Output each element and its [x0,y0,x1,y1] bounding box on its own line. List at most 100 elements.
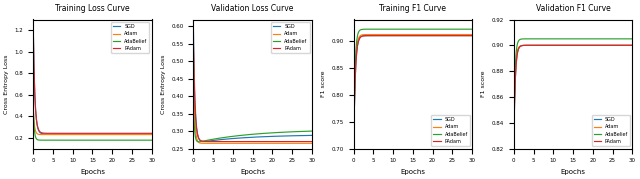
PAdam [91,132,99,134]
Adam [298,142,305,144]
Adam [420,33,428,36]
AdaBelief [611,38,618,40]
AdaBelief [349,156,357,158]
SGD [420,35,428,37]
Legend: SGD, Adam, AdaBelief, PAdam: SGD, Adam, AdaBelief, PAdam [111,22,149,53]
PAdam [407,35,415,37]
PAdam [628,44,636,46]
Title: Validation F1 Curve: Validation F1 Curve [536,4,611,13]
SGD [91,133,99,135]
AdaBelief [510,108,518,110]
PAdam [148,132,156,134]
PAdam [420,35,428,37]
Adam [29,105,37,107]
Line: PAdam: PAdam [353,36,472,157]
Adam [556,44,564,46]
PAdam [260,141,268,143]
Line: AdaBelief: AdaBelief [193,96,312,142]
SGD [583,44,591,46]
PAdam [450,35,458,37]
Adam [350,126,358,128]
SGD [102,133,110,135]
Y-axis label: F1 score: F1 score [481,71,486,97]
PAdam [190,63,198,65]
AdaBelief [100,139,108,141]
SGD [137,133,145,135]
AdaBelief [420,28,428,30]
PAdam [618,44,625,46]
Title: Training F1 Curve: Training F1 Curve [380,4,446,13]
AdaBelief [130,139,138,141]
SGD [349,156,357,158]
Legend: SGD, Adam, AdaBelief, PAdam: SGD, Adam, AdaBelief, PAdam [591,115,630,146]
SGD [100,133,108,135]
AdaBelief [350,122,358,125]
SGD [458,35,465,37]
AdaBelief [260,132,268,134]
SGD [260,136,268,138]
Adam [583,44,591,46]
Adam [308,142,316,144]
PAdam [350,129,358,131]
PAdam [308,141,316,143]
Adam [29,113,37,115]
Line: SGD: SGD [193,26,312,142]
SGD [510,147,518,150]
PAdam [248,141,255,143]
X-axis label: Epochs: Epochs [561,169,586,175]
AdaBelief [510,135,518,137]
Adam [581,44,589,46]
AdaBelief [468,28,476,30]
Adam [290,142,298,144]
Adam [189,41,197,43]
SGD [260,136,268,138]
PAdam [349,156,357,158]
AdaBelief [458,28,465,30]
SGD [148,133,156,135]
Adam [510,141,518,143]
SGD [407,35,415,37]
Adam [458,33,465,36]
SGD [580,44,588,46]
PAdam [458,35,465,37]
PAdam [580,44,588,46]
Line: PAdam: PAdam [33,25,152,133]
PAdam [262,141,270,143]
Adam [262,142,270,144]
AdaBelief [628,38,636,40]
AdaBelief [137,139,145,141]
SGD [422,35,430,37]
PAdam [290,141,298,143]
Adam [260,142,268,144]
Adam [137,134,145,136]
Adam [100,134,108,136]
PAdam [510,122,518,124]
AdaBelief [262,132,270,134]
PAdam [260,141,268,143]
AdaBelief [298,130,305,132]
SGD [611,44,618,46]
AdaBelief [195,141,202,143]
SGD [130,133,138,135]
AdaBelief [260,132,268,134]
X-axis label: Epochs: Epochs [401,169,426,175]
Line: Adam: Adam [33,106,152,135]
SGD [190,51,198,53]
AdaBelief [189,95,197,97]
AdaBelief [67,139,74,141]
SGD [468,35,476,37]
Line: SGD: SGD [353,36,472,157]
AdaBelief [422,28,430,30]
SGD [200,141,207,143]
AdaBelief [397,28,405,30]
SGD [29,24,37,26]
Y-axis label: Cross Entropy Loss: Cross Entropy Loss [161,54,166,114]
AdaBelief [290,131,298,133]
Adam [422,33,430,36]
Adam [468,33,476,36]
Adam [401,33,408,36]
Adam [72,134,79,136]
Adam [260,142,268,144]
AdaBelief [29,116,37,118]
Adam [100,134,108,136]
